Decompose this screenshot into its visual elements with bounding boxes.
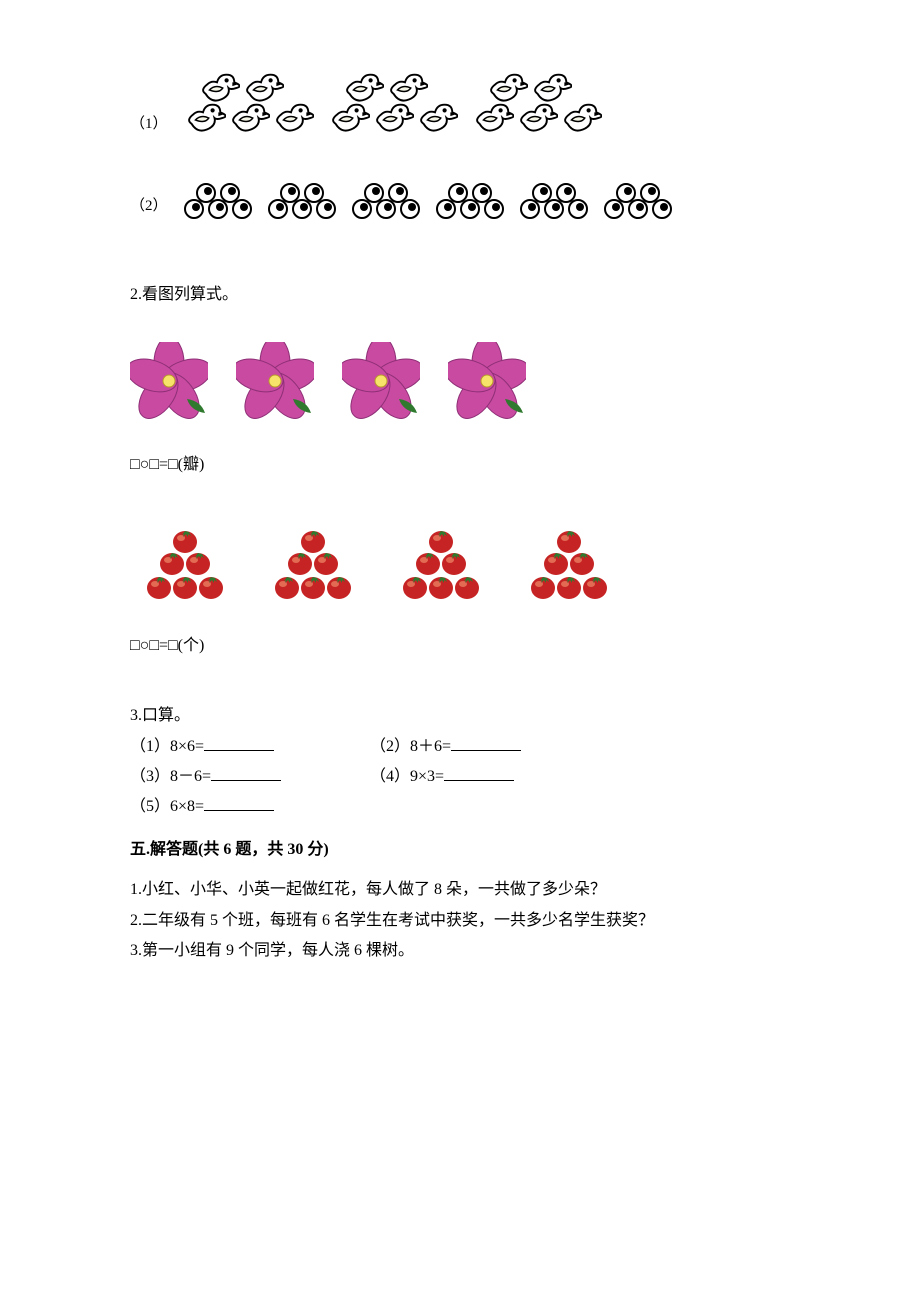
blank <box>451 736 521 751</box>
q1-part2: （2） <box>130 182 800 220</box>
q1-label-1: （1） <box>130 110 168 139</box>
section5-item-2: 2.二年级有 5 个班，每班有 6 名学生在考试中获奖，一共多少名学生获奖？ <box>130 906 800 936</box>
tomatoes-figure <box>130 521 800 607</box>
duck-icon <box>226 100 270 138</box>
q3-item-5: （5）6×8= <box>130 798 204 815</box>
tomato-icon <box>172 571 198 599</box>
eye-icon <box>315 198 337 220</box>
eye-icon <box>183 198 205 220</box>
duck-icon <box>370 100 414 138</box>
tomato-icon <box>274 571 300 599</box>
tomato-icon <box>146 571 172 599</box>
q2-expr-flowers: □○□=□(瓣) <box>130 450 800 480</box>
eye-icon <box>483 198 505 220</box>
tomato-group <box>514 525 624 603</box>
tomato-icon <box>300 571 326 599</box>
eye-group <box>602 182 674 220</box>
duck-icon <box>182 100 226 138</box>
eye-icon <box>519 198 541 220</box>
tomato-group <box>130 525 240 603</box>
eye-group <box>182 182 254 220</box>
blank <box>204 796 274 811</box>
flower-icon <box>342 342 420 420</box>
q3-item-1: （1）8×6= <box>130 738 204 755</box>
blank <box>211 766 281 781</box>
eye-icon <box>267 198 289 220</box>
ducks-figure <box>176 70 608 138</box>
eye-icon <box>543 198 565 220</box>
flower-icon <box>236 342 314 420</box>
eye-icon <box>399 198 421 220</box>
duck-icon <box>270 100 314 138</box>
tomato-icon <box>198 571 224 599</box>
tomato-icon <box>428 571 454 599</box>
tomato-icon <box>530 571 556 599</box>
duck-group <box>470 70 602 138</box>
section5-heading: 五.解答题(共 6 题，共 30 分) <box>130 835 800 865</box>
duck-icon <box>414 100 458 138</box>
blank <box>444 766 514 781</box>
q3-row3: （5）6×8= <box>130 792 800 822</box>
eye-group <box>266 182 338 220</box>
q1-part1: （1） <box>130 70 800 138</box>
q3-item-4: （4）9×3= <box>370 768 444 785</box>
duck-group <box>326 70 458 138</box>
eye-icon <box>651 198 673 220</box>
eye-icon <box>351 198 373 220</box>
tomato-group <box>258 525 368 603</box>
eye-icon <box>603 198 625 220</box>
tomato-icon <box>582 571 608 599</box>
q2-title: 2.看图列算式。 <box>130 280 800 310</box>
eyes-figure <box>176 182 680 220</box>
duck-icon <box>470 100 514 138</box>
duck-icon <box>514 100 558 138</box>
q3-title: 3.口算。 <box>130 701 800 731</box>
eye-icon <box>627 198 649 220</box>
eye-group <box>434 182 506 220</box>
tomato-group <box>386 525 496 603</box>
q3-item-3: （3）8－6= <box>130 768 211 785</box>
eye-group <box>350 182 422 220</box>
q1-label-2: （2） <box>130 192 168 221</box>
q3-item-2: （2）8＋6= <box>370 738 451 755</box>
tomato-icon <box>454 571 480 599</box>
page: （1） （2） 2.看图列算式。 □○□=□(瓣) □○□=□(个) 3.口算。… <box>0 0 920 1006</box>
eye-icon <box>459 198 481 220</box>
eye-group <box>518 182 590 220</box>
q3-row2: （3）8－6= （4）9×3= <box>130 762 800 792</box>
duck-icon <box>326 100 370 138</box>
flower-icon <box>448 342 526 420</box>
flowers-figure <box>130 334 800 426</box>
eye-icon <box>567 198 589 220</box>
eye-icon <box>435 198 457 220</box>
duck-group <box>182 70 314 138</box>
eye-icon <box>375 198 397 220</box>
section5-item-1: 1.小红、小华、小英一起做红花，每人做了 8 朵，一共做了多少朵？ <box>130 875 800 905</box>
q3-row1: （1）8×6= （2）8＋6= <box>130 732 800 762</box>
tomato-icon <box>326 571 352 599</box>
flower-icon <box>130 342 208 420</box>
tomato-icon <box>556 571 582 599</box>
section5-item-3: 3.第一小组有 9 个同学，每人浇 6 棵树。 <box>130 936 800 966</box>
eye-icon <box>207 198 229 220</box>
q2-expr-tomatoes: □○□=□(个) <box>130 631 800 661</box>
blank <box>204 736 274 751</box>
duck-icon <box>558 100 602 138</box>
eye-icon <box>231 198 253 220</box>
tomato-icon <box>402 571 428 599</box>
eye-icon <box>291 198 313 220</box>
